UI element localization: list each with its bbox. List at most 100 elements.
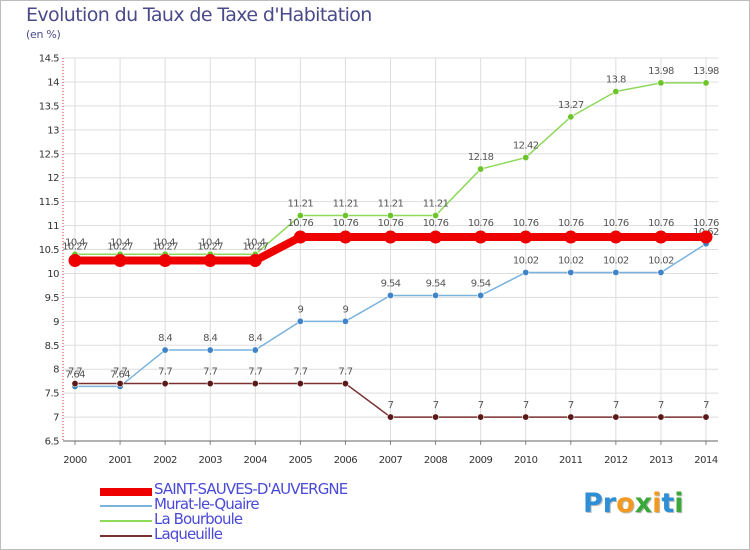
data-label: 10.4	[110, 237, 130, 248]
data-point	[206, 346, 214, 354]
data-point	[113, 254, 127, 268]
data-label: 10.76	[693, 218, 719, 229]
data-label: 10.76	[648, 218, 674, 229]
data-point	[71, 380, 79, 388]
data-point	[386, 212, 394, 220]
data-point	[567, 413, 575, 421]
legend-item-la-bourboule: La Bourboule	[100, 510, 420, 529]
data-point	[657, 268, 665, 276]
legend-label: Murat-le-Quaire	[154, 495, 260, 513]
chart-legend: SAINT-SAUVES-D'AUVERGNE Murat-le-Quaire …	[100, 480, 420, 544]
data-point	[612, 88, 620, 96]
legend-label: SAINT-SAUVES-D'AUVERGNE	[154, 480, 348, 498]
y-tick-label: 10	[47, 269, 59, 280]
line-chart: 6.5 7 7.5 8 8.5 9 9.5 10 10.5 11 11.5 12 12.5 13 13.5 1…	[39, 54, 720, 467]
data-point	[293, 230, 307, 244]
legend-swatch-murat-le-quaire	[100, 505, 152, 507]
logo-letter: i	[674, 488, 684, 519]
data-point	[206, 380, 214, 388]
y-tick-label: 14.5	[39, 54, 59, 65]
data-point	[386, 413, 394, 421]
data-label: 13.8	[606, 75, 626, 86]
x-tick-label: 2006	[334, 455, 358, 466]
data-label: 9	[297, 304, 303, 315]
y-tick-label: 12.5	[39, 149, 59, 160]
data-point	[432, 291, 440, 299]
legend-item-laqueuille: Laqueuille	[100, 525, 420, 544]
logo-letter: P	[583, 488, 603, 519]
y-tick-label: 7.5	[45, 389, 60, 400]
data-label: 7.64	[110, 369, 130, 380]
data-point	[341, 317, 349, 325]
data-point	[657, 79, 665, 87]
data-point	[477, 413, 485, 421]
data-label: 10.76	[423, 218, 449, 229]
data-point	[612, 413, 620, 421]
y-tick-label: 11.5	[39, 197, 59, 208]
data-label: 10.27	[242, 242, 268, 253]
y-tick-label: 8	[53, 365, 59, 376]
y-tick-label: 8.5	[45, 341, 60, 352]
data-label: 11.21	[333, 199, 359, 210]
data-point	[296, 212, 304, 220]
data-point	[522, 268, 530, 276]
data-label: 10.02	[558, 255, 584, 266]
x-tick-label: 2000	[63, 455, 87, 466]
data-label: 7.7	[293, 367, 307, 378]
data-label: 10.27	[107, 242, 133, 253]
legend-item-murat-le-quaire: Murat-le-Quaire	[100, 495, 420, 514]
data-point	[564, 230, 578, 244]
data-point	[341, 380, 349, 388]
data-label: 9.54	[471, 278, 491, 289]
y-tick-label: 6.5	[45, 437, 60, 448]
logo-letter: x	[634, 488, 653, 519]
chart-title: Evolution du Taux de Taxe d'Habitation	[26, 4, 372, 26]
data-point	[68, 254, 82, 268]
data-label: 11.21	[423, 199, 449, 210]
data-point	[341, 212, 349, 220]
data-point	[567, 268, 575, 276]
proxiti-logo: Proxiti	[583, 488, 684, 519]
data-label: 13.27	[558, 100, 584, 111]
data-label: 10.27	[152, 242, 178, 253]
data-point	[612, 268, 620, 276]
data-point	[432, 212, 440, 220]
data-point	[116, 380, 124, 388]
data-label: 12.42	[513, 141, 539, 152]
y-tick-label: 7	[53, 413, 59, 424]
data-label: 8.4	[158, 333, 172, 344]
chart-subtitle: (en %)	[26, 28, 61, 41]
data-point	[657, 413, 665, 421]
data-point	[158, 254, 172, 268]
data-label: 7	[568, 400, 574, 411]
data-label: 8.4	[203, 333, 217, 344]
data-point	[519, 230, 533, 244]
data-label: 10.76	[378, 218, 404, 229]
data-label: 7	[523, 400, 529, 411]
data-label: 10.4	[245, 237, 265, 248]
x-tick-label: 2005	[289, 455, 313, 466]
data-point	[702, 413, 710, 421]
data-label: 7.7	[68, 367, 82, 378]
data-label: 7.7	[338, 367, 352, 378]
logo-letter: t	[661, 488, 675, 519]
data-point	[251, 380, 259, 388]
x-tick-label: 2009	[469, 455, 493, 466]
y-tick-label: 9.5	[45, 293, 60, 304]
x-tick-label: 2004	[244, 455, 268, 466]
data-point	[474, 230, 488, 244]
legend-swatch-laqueuille	[100, 535, 152, 537]
data-point	[654, 230, 668, 244]
data-point	[296, 317, 304, 325]
x-tick-label: 2001	[108, 455, 132, 466]
legend-swatch-la-bourboule	[100, 520, 152, 522]
y-tick-label: 13.5	[39, 101, 59, 112]
data-label: 10.02	[513, 255, 539, 266]
data-label: 8.4	[248, 333, 262, 344]
data-point	[477, 291, 485, 299]
data-label: 7	[478, 400, 484, 411]
y-tick-label: 13	[47, 125, 59, 136]
data-point	[429, 230, 443, 244]
data-label: 7	[433, 400, 439, 411]
x-tick-label: 2010	[514, 455, 538, 466]
